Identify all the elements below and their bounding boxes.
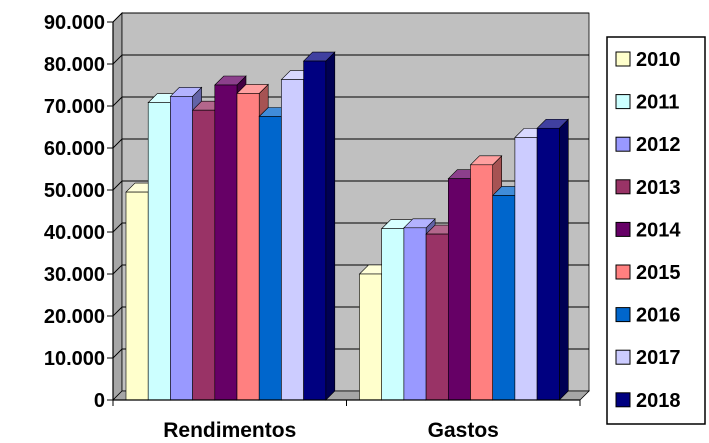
gridline (112, 12, 589, 23)
gridline (112, 96, 589, 107)
legend-swatch (615, 307, 631, 323)
legend-item: 2018 (615, 390, 681, 412)
y-tick-label: 70.000 (44, 96, 105, 118)
legend-item: 2013 (615, 177, 681, 199)
legend-swatch (615, 349, 631, 365)
bar-front (125, 191, 149, 401)
y-tick-label: 10.000 (44, 348, 105, 370)
legend-swatch (615, 392, 631, 408)
bar-front (536, 127, 560, 401)
bar-front (514, 137, 538, 401)
bar-front (381, 228, 405, 401)
side-wall (112, 12, 123, 401)
bar-front (447, 178, 471, 401)
y-tick-label: 50.000 (44, 180, 105, 202)
legend-label: 2017 (636, 347, 681, 369)
bar-front (425, 233, 449, 401)
axes (107, 21, 581, 406)
legend-swatch (615, 94, 631, 110)
gridline (112, 138, 589, 149)
y-tick-label: 60.000 (44, 138, 105, 160)
x-category-label: Rendimentos (163, 419, 296, 442)
y-tick-label: 20.000 (44, 306, 105, 328)
bar-side (325, 51, 336, 401)
legend-item: 2012 (615, 134, 681, 156)
bar-front (470, 164, 494, 401)
legend-item: 2016 (615, 305, 681, 327)
legend-swatch (615, 179, 631, 195)
legend-label: 2016 (636, 305, 681, 327)
bar-front (236, 93, 260, 401)
bar-front (281, 79, 304, 401)
legend-swatch (615, 51, 631, 67)
bar (536, 118, 570, 401)
bar-front (403, 227, 427, 401)
bar-front (303, 60, 327, 401)
bar-front (492, 195, 516, 401)
legend-label: 2011 (636, 92, 679, 114)
y-axis-tick-labels: 0 10.000 20.000 30.000 40.000 50.000 60.000 70.… (44, 12, 105, 412)
y-tick-label: 40.000 (44, 222, 105, 244)
legend-item: 2010 (615, 49, 681, 71)
legend-label: 2012 (636, 134, 681, 156)
legend-item: 2014 (615, 219, 681, 241)
legend-item: 2017 (615, 347, 681, 369)
y-tick-label: 0 (94, 390, 105, 412)
legend-swatch (615, 221, 631, 237)
legend: 2010 2011 2012 2013 2014 2015 2016 2017 2018 (606, 36, 706, 425)
bar-front (214, 84, 238, 401)
y-tick-label: 90.000 (44, 12, 105, 34)
legend-label: 2014 (636, 219, 681, 241)
legend-label: 2013 (636, 177, 681, 199)
x-axis-category-labels: Rendimentos Gastos (163, 419, 499, 442)
y-tick-label: 80.000 (44, 54, 105, 76)
legend-item: 2011 (615, 92, 679, 114)
bar-front (359, 273, 383, 401)
bar (302, 51, 336, 401)
x-category-label: Gastos (428, 419, 499, 442)
y-tick-label: 30.000 (44, 264, 105, 286)
bar-front (192, 109, 216, 401)
gridline (112, 54, 589, 65)
bar-front (170, 96, 193, 401)
bar-side (558, 118, 569, 401)
bars (125, 51, 570, 401)
bar-front (147, 102, 171, 401)
bar-front (258, 116, 282, 401)
legend-label: 2018 (636, 390, 681, 412)
legend-label: 2015 (636, 262, 681, 284)
legend-item: 2015 (615, 262, 681, 284)
gridline (112, 180, 589, 191)
legend-label: 2010 (636, 49, 681, 71)
legend-swatch (615, 264, 631, 280)
legend-swatch (615, 136, 631, 152)
